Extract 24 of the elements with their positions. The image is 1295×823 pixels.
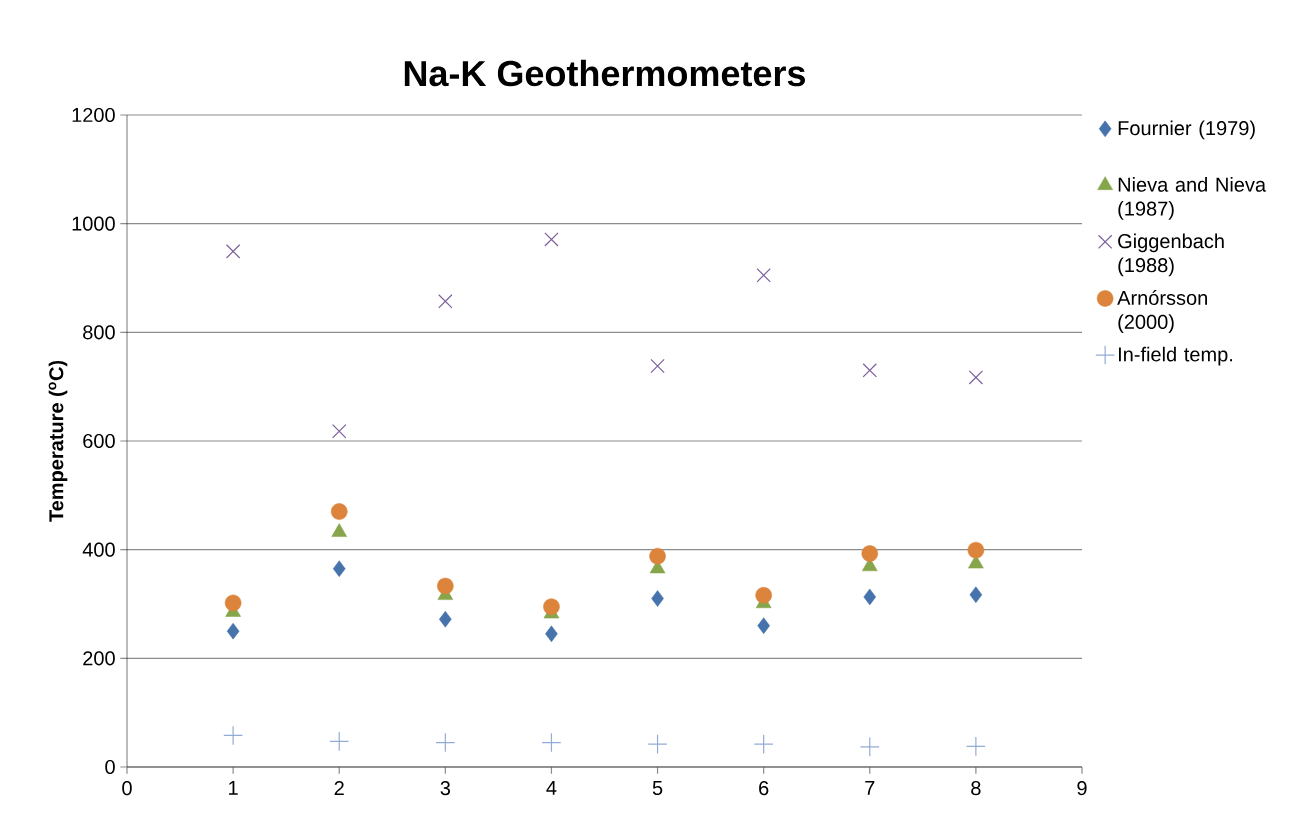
x-tick-label: 7 (865, 781, 875, 795)
y-tick-label: 800 (83, 325, 115, 340)
x-tick-label: 4 (546, 781, 557, 795)
x-tick-label: 5 (652, 781, 663, 795)
y-tick-label: 600 (83, 433, 115, 449)
x-tick-label: 1 (229, 781, 238, 795)
y-tick-label: 200 (83, 651, 115, 666)
legend-label: In-field temp. (1118, 346, 1232, 366)
y-axis-title: Temperature ($^{o}$C) (48, 360, 68, 522)
legend-label: Nieva and Nieva (1987) (1118, 177, 1267, 220)
x-tick-label: 6 (759, 781, 769, 796)
y-tick-label: 400 (82, 542, 115, 557)
y-tick-label: 0 (105, 759, 115, 775)
legend-label: Arnórsson (2000) (1117, 290, 1207, 333)
legend-label: Giggenbach (1988) (1118, 233, 1224, 277)
chart-title: Na-K Geothermometers (404, 59, 805, 87)
x-tick-label: 2 (334, 781, 344, 795)
x-tick-label: 9 (1077, 781, 1087, 796)
legend-label: Fournier (1979) (1118, 120, 1255, 140)
x-tick-label: 8 (971, 781, 981, 796)
y-tick-label: 1200 (72, 107, 115, 123)
y-tick-label: 1000 (72, 216, 115, 231)
x-tick-label: 3 (440, 781, 451, 796)
x-tick-label: 0 (122, 781, 132, 796)
